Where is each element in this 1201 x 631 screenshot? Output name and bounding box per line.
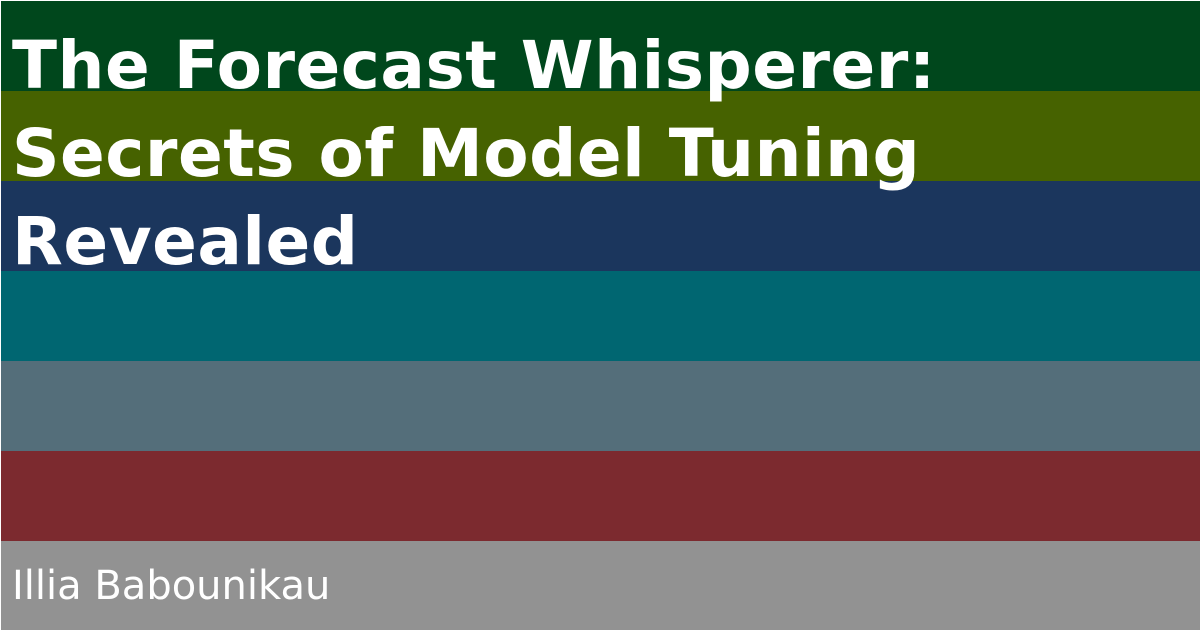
title-line-2: Secrets of Model Tuning: [12, 115, 921, 192]
article-title: The Forecast Whisperer: Secrets of Model…: [12, 22, 1162, 286]
stripe-1: [1, 1, 1200, 91]
stripe-6: [1, 451, 1200, 541]
stripe-4: [1, 271, 1200, 361]
title-line-3: Revealed: [12, 203, 359, 280]
stripe-5: [1, 361, 1200, 451]
author-name: Illia Babounikau: [12, 563, 331, 609]
stripe-2: [1, 91, 1200, 181]
title-line-1: The Forecast Whisperer:: [12, 27, 936, 104]
stripe-7: [1, 541, 1200, 630]
stripe-3: [1, 181, 1200, 271]
